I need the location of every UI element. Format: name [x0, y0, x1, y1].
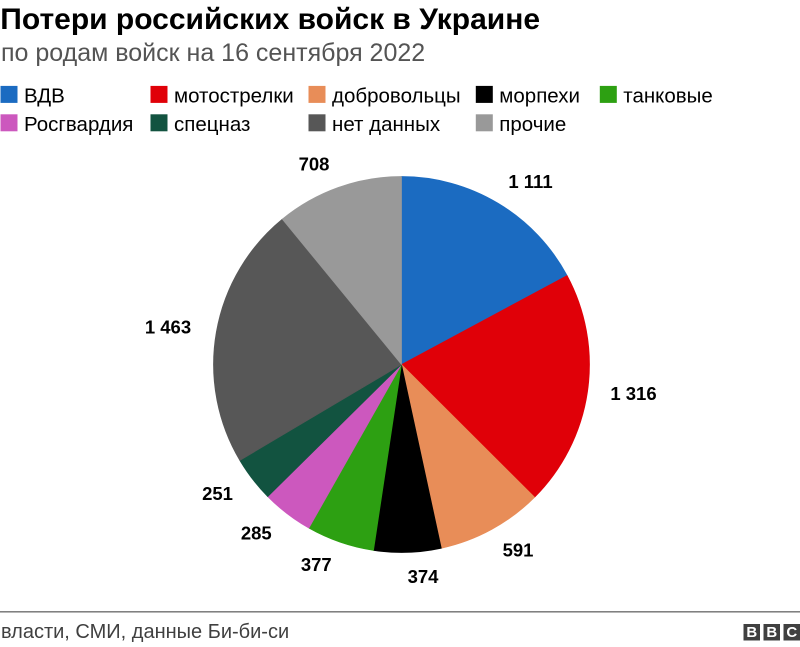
svg-text:морпехи: морпехи — [499, 84, 580, 107]
svg-text:285: 285 — [241, 522, 272, 543]
svg-text:C: C — [786, 624, 797, 641]
svg-text:по родам войск на 16 сентября: по родам войск на 16 сентября 2022 — [1, 39, 425, 67]
svg-text:ВДВ: ВДВ — [24, 84, 65, 107]
svg-text:Потери российских войск в Укра: Потери российских войск в Украине — [0, 3, 540, 36]
svg-text:B: B — [746, 624, 757, 641]
svg-text:мотострелки: мотострелки — [174, 84, 294, 107]
svg-text:251: 251 — [202, 483, 233, 504]
svg-text:нет данных: нет данных — [332, 113, 441, 136]
svg-text:377: 377 — [301, 554, 332, 575]
svg-text:1 463: 1 463 — [145, 316, 191, 337]
svg-text:танковые: танковые — [623, 84, 713, 107]
svg-text:591: 591 — [503, 540, 534, 561]
svg-text:1 111: 1 111 — [508, 171, 552, 192]
svg-text:спецназ: спецназ — [174, 113, 250, 136]
svg-text:B: B — [766, 624, 777, 641]
svg-text:власти, СМИ, данные Би-би-си: власти, СМИ, данные Би-би-си — [1, 621, 289, 643]
svg-text:374: 374 — [408, 566, 440, 587]
svg-text:прочие: прочие — [499, 113, 566, 136]
svg-text:708: 708 — [299, 153, 330, 174]
svg-text:добровольцы: добровольцы — [332, 84, 461, 107]
svg-text:Росгвардия: Росгвардия — [24, 113, 133, 136]
svg-text:1 316: 1 316 — [610, 383, 656, 404]
